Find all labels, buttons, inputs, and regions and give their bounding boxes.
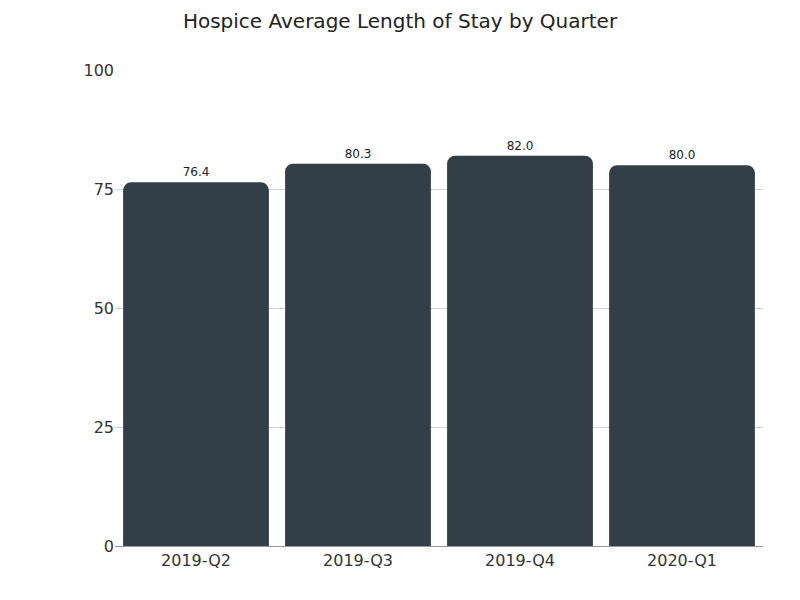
svg-text:76.4: 76.4: [183, 165, 210, 179]
svg-text:2019-Q3: 2019-Q3: [323, 551, 393, 570]
svg-text:Hospice Average Length of Stay: Hospice Average Length of Stay by Quarte…: [183, 9, 618, 33]
svg-text:0: 0: [104, 537, 114, 556]
svg-text:50: 50: [94, 299, 114, 318]
svg-text:80.3: 80.3: [345, 147, 372, 161]
svg-text:75: 75: [94, 180, 114, 199]
svg-text:80.0: 80.0: [669, 148, 696, 162]
svg-text:2019-Q2: 2019-Q2: [161, 551, 231, 570]
svg-text:100: 100: [83, 61, 114, 80]
svg-text:2019-Q4: 2019-Q4: [485, 551, 555, 570]
svg-text:25: 25: [94, 418, 114, 437]
svg-text:82.0: 82.0: [507, 139, 534, 153]
svg-text:2020-Q1: 2020-Q1: [647, 551, 717, 570]
